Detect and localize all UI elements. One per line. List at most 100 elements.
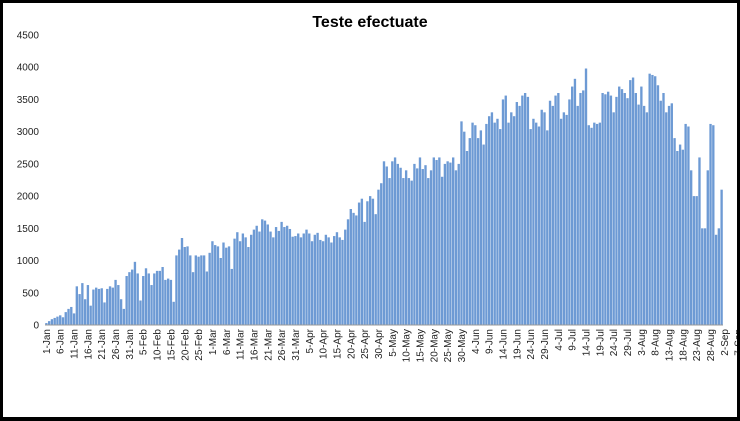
bar [684, 123, 687, 326]
bar [247, 247, 250, 325]
bar [230, 268, 233, 325]
bar [438, 157, 441, 325]
bar [316, 232, 319, 325]
bar [606, 91, 610, 326]
bar [382, 161, 386, 325]
bar [225, 247, 228, 325]
x-tick-label: 16-Mar [249, 328, 260, 360]
bar [687, 126, 690, 325]
bar [100, 288, 103, 325]
x-tick-label: 2-Sep [720, 329, 731, 356]
x-tick-label: 5-May [388, 329, 399, 357]
bar [205, 271, 209, 325]
bar [654, 76, 657, 326]
bar [355, 215, 358, 325]
bar [86, 285, 90, 325]
bar [291, 236, 294, 325]
bar [410, 180, 413, 325]
bar [280, 221, 283, 325]
bar [543, 112, 546, 325]
bar [460, 121, 463, 325]
bar [595, 123, 599, 326]
bar [360, 198, 364, 325]
chart-panel: Teste efectuate 0 500 1000 1500 2000 2500 3000… [3, 3, 737, 417]
bar [297, 233, 300, 325]
bar [482, 144, 485, 325]
bar [258, 231, 261, 325]
y-tick-label: 3500 [17, 95, 40, 106]
bar [471, 122, 474, 325]
bar [186, 246, 189, 325]
bar [402, 178, 405, 325]
bar [249, 234, 253, 325]
bar [618, 86, 621, 325]
y-tick-label: 500 [22, 288, 39, 299]
bar [194, 255, 197, 325]
bar [388, 178, 391, 325]
bar [333, 236, 336, 325]
x-tick-label: 15-May [415, 329, 426, 362]
bar [678, 144, 682, 325]
x-tick-label: 5-Apr [305, 328, 316, 353]
bar [510, 112, 513, 325]
bar [421, 169, 424, 325]
bar [263, 220, 267, 325]
bar [637, 104, 640, 325]
bar [640, 86, 643, 325]
bar [70, 306, 73, 325]
bar [189, 255, 192, 325]
bar [582, 90, 585, 325]
bar-series [45, 68, 723, 326]
bar [308, 233, 311, 325]
bar [377, 189, 380, 325]
bar [349, 209, 352, 325]
x-tick-label: 18-Aug [678, 329, 689, 361]
x-tick-label: 30-May [457, 329, 468, 362]
bar [609, 95, 613, 325]
bar [169, 279, 173, 325]
x-tick-label: 10-May [402, 329, 413, 362]
y-tick-label: 3000 [17, 127, 40, 138]
bar [391, 161, 394, 325]
bar [698, 157, 701, 325]
bar [404, 170, 408, 325]
bar [620, 89, 624, 325]
bar [244, 237, 247, 325]
bar [432, 157, 435, 325]
bar [155, 270, 159, 325]
x-tick-label: 6-Jan [56, 329, 67, 354]
bar [424, 165, 427, 325]
bar [346, 219, 350, 325]
bar [117, 285, 120, 325]
x-tick-label: 21-Mar [263, 328, 274, 360]
bar [523, 93, 527, 325]
x-tick-label: 25-Feb [194, 329, 205, 361]
x-tick-label: 8-Aug [651, 329, 662, 356]
bar [111, 287, 114, 325]
bar [208, 252, 211, 325]
bar [335, 232, 339, 325]
bar [590, 127, 593, 325]
bar [454, 170, 458, 325]
bar [327, 237, 330, 325]
bar [435, 160, 438, 325]
bar [465, 151, 469, 325]
bar [665, 112, 668, 325]
bar [712, 125, 715, 325]
bar [529, 129, 532, 325]
bar [178, 249, 181, 325]
bar [61, 317, 65, 325]
x-tick-label: 26-Jan [111, 329, 122, 360]
bar [352, 212, 355, 325]
bar [457, 163, 460, 325]
x-tick-label: 7-Sep [734, 329, 737, 356]
bar [180, 238, 184, 325]
bar [648, 73, 651, 325]
bar [272, 237, 275, 325]
bar [142, 276, 145, 325]
bar [108, 286, 112, 325]
x-tick-label: 23-Aug [692, 329, 703, 361]
x-tick-label: 20-Feb [180, 329, 191, 361]
bar [313, 234, 316, 325]
bar [548, 100, 552, 325]
